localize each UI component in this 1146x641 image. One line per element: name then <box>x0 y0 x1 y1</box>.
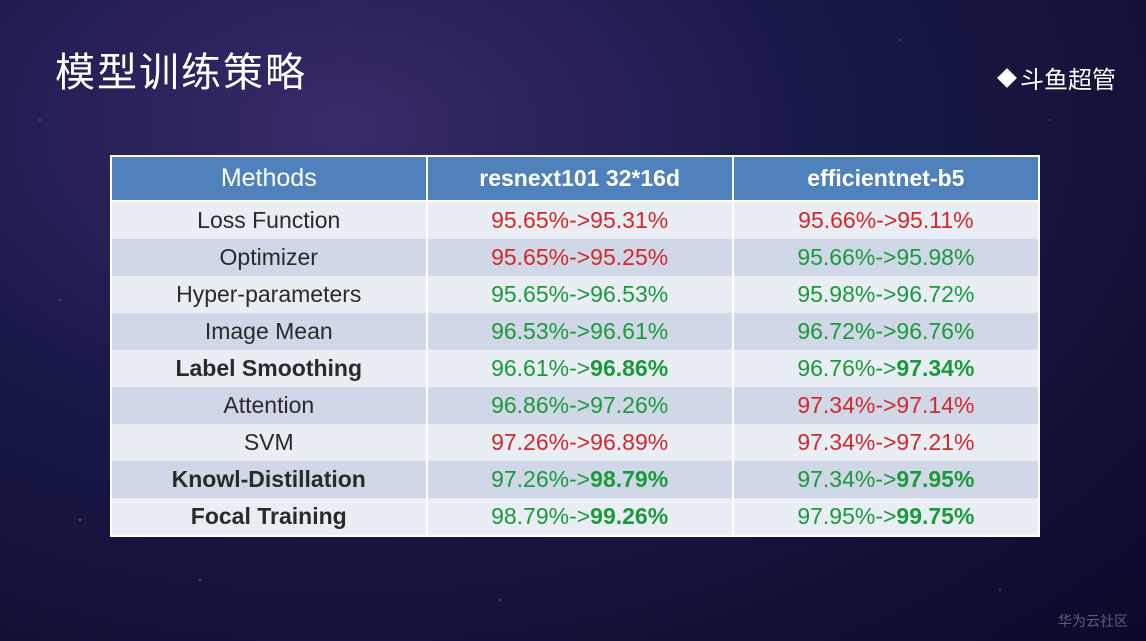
method-cell: Optimizer <box>111 239 427 276</box>
method-cell: Attention <box>111 387 427 424</box>
results-table: Methods resnext101 32*16d efficientnet-b… <box>110 155 1040 537</box>
value-cell: 97.26%->98.79% <box>427 461 733 498</box>
table-row: Attention96.86%->97.26%97.34%->97.14% <box>111 387 1039 424</box>
diamond-icon <box>997 68 1017 88</box>
slide-title: 模型训练策略 <box>55 40 307 98</box>
value-cell: 95.98%->96.72% <box>733 276 1039 313</box>
method-cell: Hyper-parameters <box>111 276 427 313</box>
watermark-text: 华为云社区 <box>1058 611 1128 631</box>
table-row: Label Smoothing96.61%->96.86%96.76%->97.… <box>111 350 1039 387</box>
value-cell: 95.65%->96.53% <box>427 276 733 313</box>
results-table-container: Methods resnext101 32*16d efficientnet-b… <box>110 155 1040 537</box>
value-cell: 97.95%->99.75% <box>733 498 1039 536</box>
value-cell: 96.76%->97.34% <box>733 350 1039 387</box>
method-cell: Label Smoothing <box>111 350 427 387</box>
value-cell: 96.61%->96.86% <box>427 350 733 387</box>
method-cell: Knowl-Distillation <box>111 461 427 498</box>
value-cell: 98.79%->99.26% <box>427 498 733 536</box>
table-row: Loss Function95.65%->95.31%95.66%->95.11… <box>111 201 1039 239</box>
value-cell: 95.65%->95.25% <box>427 239 733 276</box>
brand-text: 斗鱼超管 <box>1020 60 1116 95</box>
table-row: Hyper-parameters95.65%->96.53%95.98%->96… <box>111 276 1039 313</box>
value-cell: 97.34%->97.21% <box>733 424 1039 461</box>
brand-badge: 斗鱼超管 <box>1000 60 1116 95</box>
col-resnext: resnext101 32*16d <box>427 156 733 201</box>
method-cell: Focal Training <box>111 498 427 536</box>
table-row: Optimizer95.65%->95.25%95.66%->95.98% <box>111 239 1039 276</box>
value-cell: 96.53%->96.61% <box>427 313 733 350</box>
method-cell: Loss Function <box>111 201 427 239</box>
table-row: Image Mean96.53%->96.61%96.72%->96.76% <box>111 313 1039 350</box>
method-cell: Image Mean <box>111 313 427 350</box>
value-cell: 96.86%->97.26% <box>427 387 733 424</box>
method-cell: SVM <box>111 424 427 461</box>
value-cell: 97.34%->97.14% <box>733 387 1039 424</box>
table-header-row: Methods resnext101 32*16d efficientnet-b… <box>111 156 1039 201</box>
value-cell: 97.34%->97.95% <box>733 461 1039 498</box>
value-cell: 95.65%->95.31% <box>427 201 733 239</box>
value-cell: 96.72%->96.76% <box>733 313 1039 350</box>
col-efficient: efficientnet-b5 <box>733 156 1039 201</box>
value-cell: 97.26%->96.89% <box>427 424 733 461</box>
table-row: SVM97.26%->96.89%97.34%->97.21% <box>111 424 1039 461</box>
value-cell: 95.66%->95.98% <box>733 239 1039 276</box>
table-row: Knowl-Distillation97.26%->98.79%97.34%->… <box>111 461 1039 498</box>
table-row: Focal Training98.79%->99.26%97.95%->99.7… <box>111 498 1039 536</box>
value-cell: 95.66%->95.11% <box>733 201 1039 239</box>
col-methods: Methods <box>111 156 427 201</box>
